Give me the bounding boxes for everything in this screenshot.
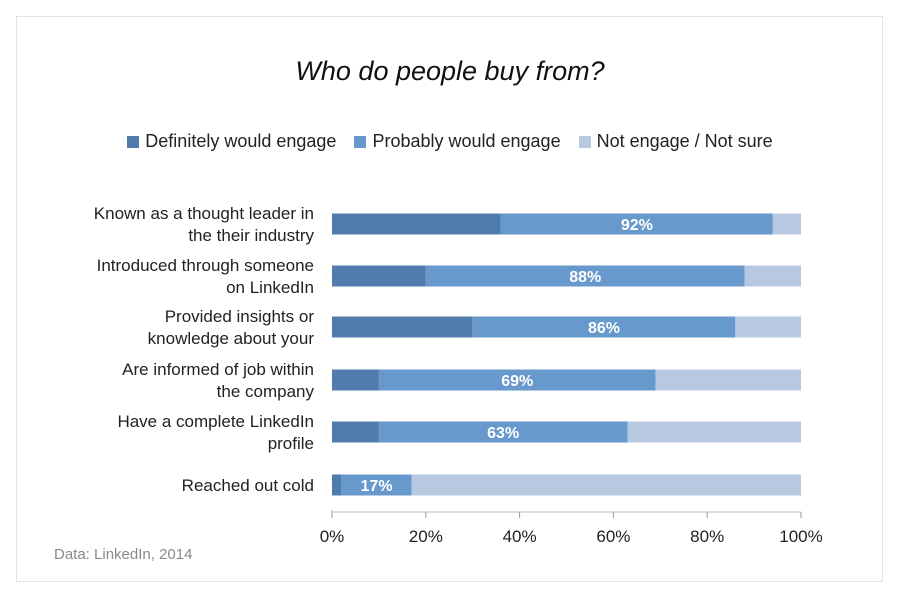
chart-legend: Definitely would engage Probably would e… (0, 131, 900, 152)
data-source: Data: LinkedIn, 2014 (54, 546, 193, 563)
bar-segment-probably-would-engage (378, 421, 628, 443)
category-label: Reached out cold (182, 476, 314, 495)
chart-frame (16, 16, 883, 582)
x-tick-label: 80% (690, 527, 724, 546)
bar-value-label: 88% (569, 269, 601, 286)
bar-segment-not-engage-not-sure (655, 369, 801, 391)
bar-segment-definitely-would-engage (332, 316, 473, 338)
category-label: Provided insights or (165, 307, 315, 326)
legend-item-not-engage: Not engage / Not sure (578, 131, 773, 152)
legend-label-definitely: Definitely would engage (145, 131, 337, 151)
bar-segment-probably-would-engage (472, 316, 736, 338)
category-label: profile (268, 434, 314, 453)
bar-segment-probably-would-engage (500, 213, 773, 235)
chart-title: Who do people buy from? (295, 56, 605, 86)
legend-swatch-not-engage (578, 135, 591, 148)
x-tick-label: 0% (320, 527, 345, 546)
bar-value-label: 63% (487, 425, 519, 442)
category-label: the company (217, 382, 315, 401)
x-tick-label: 40% (503, 527, 537, 546)
bar-segment-not-engage-not-sure (735, 316, 801, 338)
x-tick-label: 20% (409, 527, 443, 546)
bar-segment-definitely-would-engage (332, 421, 379, 443)
bar-segment-not-engage-not-sure (411, 474, 801, 496)
category-label: Known as a thought leader in (94, 204, 314, 223)
bar-segment-definitely-would-engage (332, 474, 342, 496)
legend-item-probably: Probably would engage (354, 131, 561, 152)
legend-label-probably: Probably would engage (372, 131, 561, 151)
bar-segment-definitely-would-engage (332, 213, 501, 235)
category-label: on LinkedIn (226, 278, 314, 297)
bar-value-label: 17% (361, 478, 393, 495)
bar-segment-not-engage-not-sure (772, 213, 801, 235)
category-label: Are informed of job within (122, 360, 314, 379)
x-tick-label: 60% (596, 527, 630, 546)
legend-swatch-probably (354, 135, 367, 148)
bar-segment-not-engage-not-sure (744, 265, 801, 287)
x-tick-label: 100% (779, 527, 822, 546)
bar-segment-probably-would-engage (341, 474, 412, 496)
legend-label-not-engage: Not engage / Not sure (596, 131, 773, 151)
bar-segment-probably-would-engage (378, 369, 656, 391)
category-label: knowledge about your (148, 329, 315, 348)
category-label: Introduced through someone (97, 256, 314, 275)
category-label: the their industry (188, 226, 314, 245)
bar-value-label: 69% (501, 373, 533, 390)
bar-segment-probably-would-engage (425, 265, 745, 287)
category-label: Have a complete LinkedIn (117, 412, 314, 431)
bar-segment-definitely-would-engage (332, 265, 426, 287)
bar-value-label: 86% (588, 320, 620, 337)
bar-segment-not-engage-not-sure (627, 421, 801, 443)
bar-segment-definitely-would-engage (332, 369, 379, 391)
bar-value-label: 92% (621, 217, 653, 234)
legend-swatch-definitely (127, 135, 140, 148)
legend-item-definitely: Definitely would engage (127, 131, 336, 152)
